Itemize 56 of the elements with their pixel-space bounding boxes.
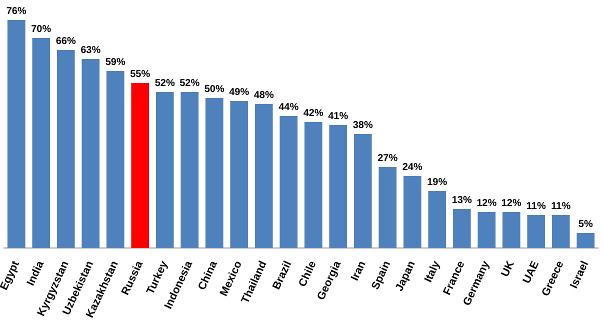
bar	[552, 215, 570, 248]
bar	[56, 50, 75, 248]
data-label: 41%	[328, 110, 348, 122]
bar	[7, 20, 26, 248]
data-label: 42%	[303, 108, 324, 119]
x-tick-label: Israel	[568, 259, 592, 290]
x-tick-label: Iran	[348, 259, 368, 283]
bar	[106, 71, 124, 248]
data-label: 49%	[229, 86, 250, 98]
bar	[205, 98, 224, 248]
data-label: 5%	[578, 218, 593, 230]
data-label: 13%	[452, 194, 472, 206]
data-label: 70%	[31, 24, 52, 35]
x-tick-label: Chile	[296, 259, 319, 289]
bar	[180, 92, 199, 248]
bar	[156, 92, 174, 248]
data-label: 19%	[427, 176, 448, 188]
data-label: 44%	[278, 102, 299, 113]
bar	[478, 212, 496, 248]
bar	[230, 101, 248, 248]
data-label: 63%	[80, 44, 101, 56]
data-label: 12%	[501, 198, 522, 209]
x-tick-label: UK	[499, 259, 517, 279]
data-label: 24%	[402, 162, 422, 173]
data-label: 52%	[180, 78, 200, 89]
bar	[502, 212, 520, 248]
data-label: 12%	[476, 198, 497, 209]
bar	[32, 38, 50, 248]
bar	[527, 215, 546, 248]
x-tick-label: China	[196, 258, 220, 292]
data-label: 48%	[254, 90, 274, 101]
bar	[576, 233, 595, 248]
bar	[354, 134, 372, 248]
bar	[254, 104, 273, 248]
bar	[428, 191, 446, 248]
data-label: 66%	[56, 36, 76, 47]
data-label: 11%	[551, 200, 571, 212]
data-label: 55%	[130, 68, 150, 80]
bar	[378, 167, 397, 248]
bar	[131, 83, 150, 248]
bar	[452, 209, 471, 248]
bar	[403, 176, 422, 248]
data-label: 27%	[378, 152, 398, 164]
x-tick-label: Italy	[422, 258, 443, 284]
data-label: 38%	[352, 120, 373, 131]
data-label: 52%	[154, 78, 175, 89]
data-label: 59%	[105, 56, 126, 68]
x-tick-label: UAE	[520, 259, 542, 286]
data-label: 76%	[6, 6, 26, 17]
bar	[82, 59, 100, 248]
bar	[329, 125, 348, 248]
data-label: 11%	[526, 200, 546, 212]
bar	[280, 116, 298, 248]
bar	[304, 122, 322, 248]
data-label: 50%	[204, 84, 224, 95]
x-tick-label: Spain	[370, 259, 394, 292]
